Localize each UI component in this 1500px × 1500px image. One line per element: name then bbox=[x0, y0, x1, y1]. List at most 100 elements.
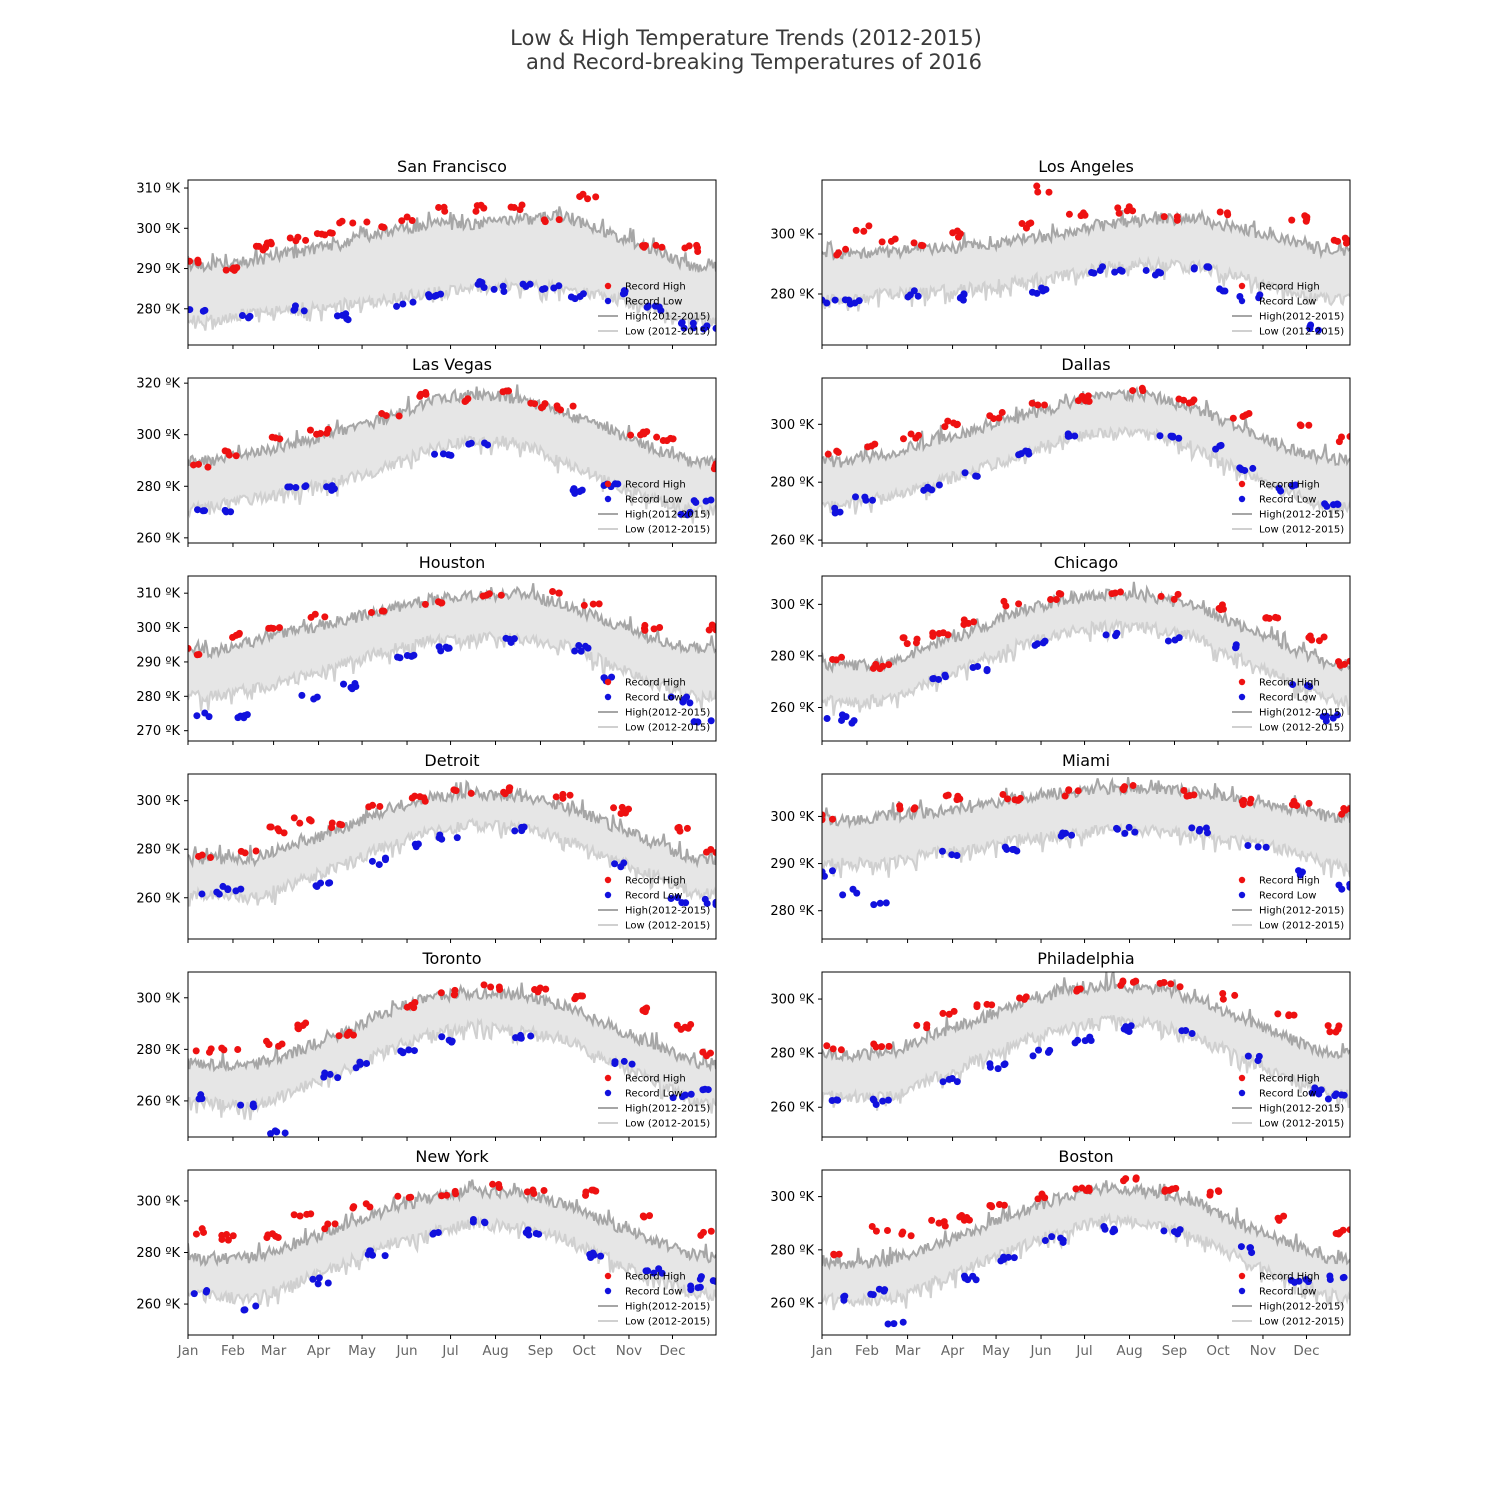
legend-high-label: High(2012-2015) bbox=[625, 510, 710, 521]
record-high-point bbox=[290, 1211, 298, 1219]
record-low-point bbox=[431, 450, 439, 458]
record-low-point bbox=[410, 651, 418, 659]
record-low-point bbox=[570, 485, 578, 493]
record-low-point bbox=[343, 315, 351, 323]
record-low-point bbox=[678, 899, 686, 907]
record-low-point bbox=[321, 1069, 329, 1077]
record-high-point bbox=[480, 204, 488, 212]
record-high-point bbox=[700, 1228, 707, 1236]
record-high-point bbox=[1119, 977, 1127, 985]
record-high-point bbox=[275, 1042, 283, 1050]
record-high-point bbox=[956, 795, 964, 803]
legend-record-high-marker bbox=[1238, 876, 1246, 884]
record-low-point bbox=[910, 287, 918, 295]
record-high-point bbox=[198, 851, 206, 859]
subplot-title: Toronto bbox=[421, 949, 481, 968]
record-low-point bbox=[694, 1284, 702, 1292]
plot-area bbox=[822, 384, 1350, 519]
record-high-point bbox=[1034, 188, 1042, 196]
subplot-houston: Houston 270 ºK 280 ºK 290 ºK 300 ºK 310 ºK Rec… bbox=[136, 553, 717, 745]
low-2012-2015-line bbox=[822, 618, 1350, 716]
record-high-point bbox=[450, 786, 458, 794]
record-high-point bbox=[451, 1187, 459, 1195]
record-low-point bbox=[1118, 267, 1126, 275]
record-low-point bbox=[840, 1296, 848, 1304]
record-high-point bbox=[579, 992, 587, 1000]
record-low-point bbox=[882, 899, 890, 907]
plot-area bbox=[822, 972, 1350, 1111]
record-low-point bbox=[920, 486, 928, 494]
record-high-point bbox=[1057, 590, 1065, 598]
record-low-point bbox=[1028, 288, 1036, 296]
record-high-point bbox=[1190, 791, 1198, 799]
record-low-point bbox=[399, 300, 407, 308]
high-low-band bbox=[822, 777, 1350, 878]
legend-record-low-label: Record Low bbox=[625, 1089, 682, 1100]
record-high-point bbox=[274, 825, 282, 833]
record-low-point bbox=[1190, 264, 1198, 272]
record-high-point bbox=[653, 433, 661, 441]
record-high-point bbox=[394, 1192, 402, 1200]
record-high-point bbox=[579, 190, 587, 198]
record-low-point bbox=[1212, 445, 1220, 453]
record-low-point bbox=[484, 441, 492, 449]
low-2012-2015-line bbox=[822, 822, 1350, 879]
legend-high-label: High(2012-2015) bbox=[1259, 312, 1344, 323]
record-low-point bbox=[899, 1318, 907, 1326]
record-low-point bbox=[701, 895, 709, 903]
record-high-point bbox=[1320, 633, 1328, 641]
record-high-point bbox=[294, 1021, 302, 1029]
record-low-point bbox=[1339, 1274, 1347, 1282]
record-high-point bbox=[505, 387, 513, 395]
record-low-point bbox=[309, 1275, 317, 1283]
record-high-point bbox=[998, 408, 1006, 416]
record-low-point bbox=[193, 712, 201, 720]
record-high-point bbox=[438, 599, 446, 607]
record-high-point bbox=[1176, 983, 1184, 991]
record-low-point bbox=[1314, 326, 1322, 334]
record-high-point bbox=[302, 1019, 310, 1027]
record-high-point bbox=[1167, 980, 1175, 988]
low-2012-2015-line bbox=[188, 817, 716, 907]
record-high-point bbox=[1129, 207, 1137, 215]
record-low-point bbox=[876, 899, 884, 907]
record-low-point bbox=[555, 282, 563, 290]
record-high-point bbox=[307, 1210, 315, 1218]
record-high-point bbox=[1129, 782, 1137, 790]
record-high-point bbox=[580, 601, 588, 609]
legend-record-high-label: Record High bbox=[1259, 876, 1320, 887]
subplot-title: Houston bbox=[419, 553, 486, 572]
record-low-point bbox=[445, 644, 453, 652]
record-low-point bbox=[686, 508, 694, 516]
y-tick-label: 310 ºK bbox=[136, 587, 180, 602]
record-low-point bbox=[870, 901, 878, 909]
legend-record-low-marker bbox=[604, 495, 612, 503]
legend-record-high-label: Record High bbox=[625, 480, 686, 491]
subplot-title: Dallas bbox=[1061, 355, 1110, 374]
record-low-point bbox=[381, 1252, 389, 1260]
record-high-point bbox=[872, 1043, 880, 1051]
record-low-point bbox=[447, 451, 455, 459]
record-high-point bbox=[1161, 1186, 1169, 1194]
record-high-point bbox=[363, 218, 371, 226]
record-low-point bbox=[620, 1057, 628, 1065]
legend-record-high-label: Record High bbox=[1259, 282, 1320, 293]
record-high-point bbox=[1034, 1195, 1042, 1203]
record-high-point bbox=[198, 1225, 206, 1233]
high-2012-2015-line bbox=[822, 776, 1350, 830]
record-low-point bbox=[879, 1097, 887, 1105]
record-high-point bbox=[1219, 989, 1227, 997]
record-high-point bbox=[193, 651, 201, 659]
record-low-point bbox=[507, 638, 515, 646]
record-low-point bbox=[880, 1287, 888, 1295]
record-low-point bbox=[1254, 1057, 1262, 1065]
record-high-point bbox=[408, 794, 416, 802]
record-low-point bbox=[577, 647, 585, 655]
plot-area bbox=[188, 190, 716, 335]
record-high-point bbox=[1040, 401, 1048, 409]
record-high-point bbox=[224, 1236, 232, 1244]
record-high-point bbox=[1174, 590, 1182, 598]
